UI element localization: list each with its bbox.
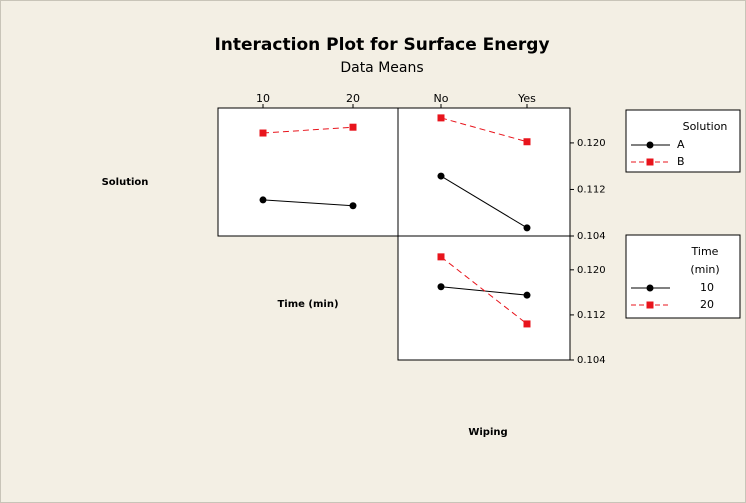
legend-box: [625, 234, 741, 319]
x-tick-label: No: [434, 92, 449, 105]
series-line: [262, 199, 354, 207]
marker: [523, 138, 531, 146]
marker: [646, 158, 654, 166]
x-tick-label: 10: [256, 92, 270, 105]
marker: [646, 301, 654, 309]
legend-label: B: [677, 155, 685, 168]
y-tick-label: 0.120: [577, 265, 606, 276]
series-line: [440, 117, 528, 143]
marker: [259, 196, 267, 204]
legend-title: (min): [690, 263, 719, 276]
marker: [437, 253, 445, 261]
factor-label: Wiping: [468, 427, 507, 438]
y-tick-label: 0.104: [577, 355, 606, 366]
series-line: [440, 175, 528, 229]
marker: [349, 123, 357, 131]
marker: [437, 283, 445, 291]
series-line: [440, 256, 528, 325]
legend-box: [625, 109, 741, 173]
marker: [646, 284, 654, 292]
marker: [523, 291, 531, 299]
panel: [397, 235, 571, 361]
chart-title: Interaction Plot for Surface Energy: [214, 35, 549, 55]
legend-title: Solution: [683, 120, 728, 133]
legend-label: A: [677, 138, 685, 151]
marker: [523, 224, 531, 232]
marker: [259, 129, 267, 137]
chart-subtitle: Data Means: [340, 60, 423, 76]
marker: [646, 141, 654, 149]
legend-title: Time: [691, 245, 719, 258]
y-tick-label: 0.120: [577, 138, 606, 149]
panel: [397, 107, 571, 237]
y-tick-label: 0.112: [577, 310, 606, 321]
marker: [523, 320, 531, 328]
marker: [437, 114, 445, 122]
marker: [437, 172, 445, 180]
series-line: [262, 126, 354, 134]
factor-label: Time (min): [277, 299, 338, 310]
y-tick-label: 0.104: [577, 231, 606, 242]
marker: [349, 202, 357, 210]
panel: [217, 107, 399, 237]
legend-label: 10: [700, 281, 714, 294]
y-tick-label: 0.112: [577, 184, 606, 195]
x-tick-label: 20: [346, 92, 360, 105]
x-tick-label: Yes: [517, 92, 536, 105]
factor-label: Solution: [102, 177, 149, 188]
legend-label: 20: [700, 298, 714, 311]
